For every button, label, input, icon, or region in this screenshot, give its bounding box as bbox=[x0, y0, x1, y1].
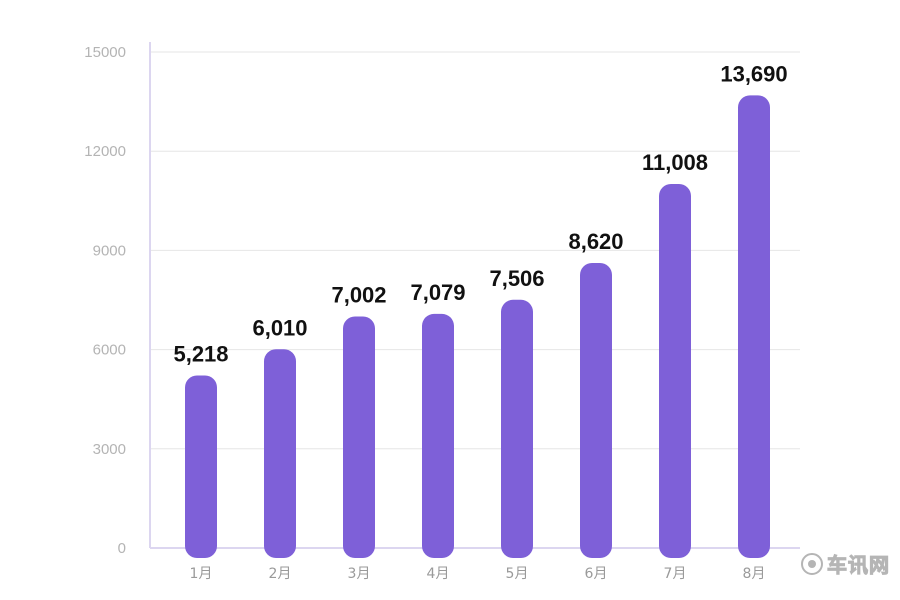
x-tick-label-3: 3月 bbox=[348, 566, 371, 582]
x-tick-label-4: 4月 bbox=[427, 566, 450, 582]
data-label-6: 8,620 bbox=[568, 229, 623, 254]
bar-3 bbox=[343, 316, 375, 558]
data-label-1: 5,218 bbox=[173, 341, 228, 366]
x-tick-label-8: 8月 bbox=[743, 566, 766, 582]
x-tick-label-2: 2月 bbox=[269, 566, 292, 582]
bar-2 bbox=[264, 349, 296, 558]
data-label-2: 6,010 bbox=[252, 315, 307, 340]
watermark-circle-icon bbox=[801, 552, 823, 575]
x-tick-label-1: 1月 bbox=[190, 566, 213, 582]
x-tick-label-5: 5月 bbox=[506, 566, 529, 582]
y-tick-label-6000: 6000 bbox=[93, 342, 126, 359]
bars bbox=[185, 95, 770, 559]
bar-4 bbox=[422, 313, 454, 558]
data-label-5: 7,506 bbox=[489, 266, 544, 291]
bar-1 bbox=[185, 375, 217, 558]
data-label-4: 7,079 bbox=[410, 280, 465, 305]
data-label-3: 7,002 bbox=[331, 282, 386, 307]
y-tick-label-12000: 12000 bbox=[84, 143, 126, 160]
bar-7 bbox=[659, 184, 691, 558]
x-tick-labels: 1月 2月 3月 4月 5月 6月 7月 8月 bbox=[190, 566, 766, 582]
gridlines bbox=[150, 51, 800, 450]
y-tick-labels: 0 3000 6000 9000 12000 15000 bbox=[84, 44, 126, 557]
bar-5 bbox=[501, 299, 533, 558]
y-tick-label-0: 0 bbox=[118, 540, 126, 557]
bar-8 bbox=[738, 95, 770, 559]
y-tick-label-15000: 15000 bbox=[84, 44, 126, 61]
y-tick-label-9000: 9000 bbox=[93, 242, 126, 259]
watermark-text: 车讯网 bbox=[827, 553, 890, 578]
y-tick-label-3000: 3000 bbox=[93, 441, 126, 458]
data-labels: 5,218 6,010 7,002 7,079 7,506 8,620 11,008 13,6… bbox=[173, 61, 787, 366]
data-label-7: 11,008 bbox=[642, 150, 708, 175]
x-tick-label-6: 6月 bbox=[585, 566, 608, 582]
x-tick-label-7: 7月 bbox=[664, 566, 687, 582]
bar-6 bbox=[580, 262, 612, 558]
data-label-8: 13,690 bbox=[720, 61, 787, 86]
watermark-logo: 车讯网 bbox=[801, 549, 890, 578]
